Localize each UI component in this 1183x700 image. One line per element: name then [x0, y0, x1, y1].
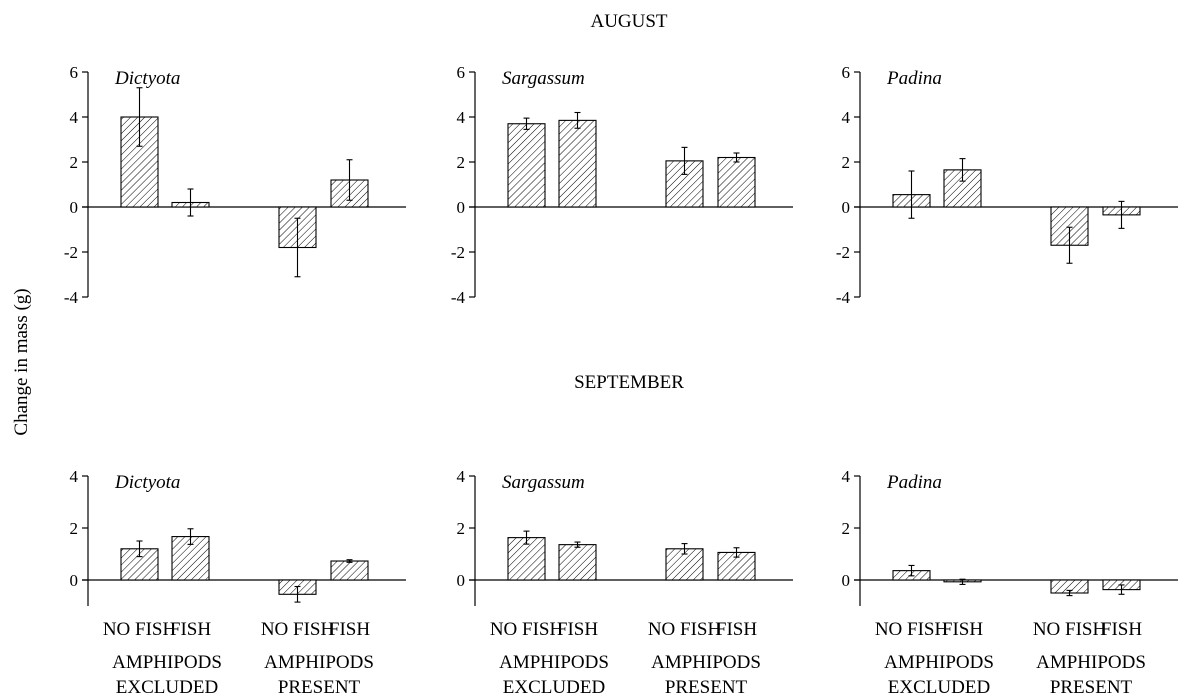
category-label: FISH [716, 619, 757, 640]
category-label: FISH [170, 619, 211, 640]
y-tick-label: 0 [842, 198, 851, 217]
y-tick-label: 0 [842, 571, 851, 590]
group-label-line1: AMPHIPODS [112, 652, 222, 673]
y-tick-label: 0 [457, 198, 466, 217]
group-label-line2: PRESENT [665, 677, 748, 698]
panel-august-padina: Padina -4 -2 0 2 4 6 [836, 63, 1178, 307]
group-label-line1: AMPHIPODS [264, 652, 374, 673]
bar [558, 119, 597, 208]
y-tick-label: 6 [842, 63, 851, 82]
category-label: NO FISH [103, 619, 177, 640]
group-label-line2: EXCLUDED [503, 677, 605, 698]
category-label: FISH [942, 619, 983, 640]
y-tick-label: 6 [457, 63, 466, 82]
panel-title: Padina [886, 472, 942, 493]
y-tick-label: -2 [64, 243, 78, 262]
y-tick-label: -4 [64, 288, 79, 307]
category-label: NO FISH [490, 619, 564, 640]
category-label: NO FISH [875, 619, 949, 640]
bar [507, 123, 546, 208]
y-tick-label: 0 [70, 198, 79, 217]
group-label-line2: PRESENT [1050, 677, 1133, 698]
y-tick-label: 4 [70, 108, 79, 127]
y-tick-label: -4 [451, 288, 466, 307]
group-label-line1: AMPHIPODS [1036, 652, 1146, 673]
panel-title: Sargassum [502, 472, 585, 493]
y-tick-label: 0 [457, 571, 466, 590]
group-label-line2: EXCLUDED [116, 677, 218, 698]
y-tick-label: 4 [842, 467, 851, 486]
group-label-line2: EXCLUDED [888, 677, 990, 698]
y-tick-label: 2 [842, 153, 851, 172]
y-tick-label: 2 [842, 519, 851, 538]
panel-title: Padina [886, 68, 942, 89]
y-tick-label: 4 [842, 108, 851, 127]
y-tick-label: -2 [836, 243, 850, 262]
group-label-line1: AMPHIPODS [651, 652, 761, 673]
bar [507, 537, 546, 581]
row-title-september: SEPTEMBER [574, 372, 684, 393]
panel-august-sargassum: Sargassum -4 -2 0 2 4 6 [451, 63, 793, 307]
y-tick-label: 4 [457, 108, 466, 127]
row-title-august: AUGUST [590, 11, 667, 32]
y-tick-label: 4 [70, 467, 79, 486]
y-tick-label: 4 [457, 467, 466, 486]
group-label-line2: PRESENT [278, 677, 361, 698]
y-tick-label: 2 [70, 519, 79, 538]
panel-title: Sargassum [502, 68, 585, 89]
panels-group: Dictyota -4 -2 0 2 4 6 Sargassum -4 -2 0 2 4 6 Padina -… [64, 63, 1178, 698]
category-label: NO FISH [1033, 619, 1107, 640]
category-label: FISH [1101, 619, 1142, 640]
bar [558, 544, 597, 581]
y-axis-label: Change in mass (g) [11, 288, 32, 435]
y-tick-label: 0 [70, 571, 79, 590]
category-label: FISH [557, 619, 598, 640]
group-label-line1: AMPHIPODS [499, 652, 609, 673]
bar [330, 560, 369, 581]
y-tick-label: -4 [836, 288, 851, 307]
category-label: NO FISH [648, 619, 722, 640]
y-tick-label: -2 [451, 243, 465, 262]
panel-title: Dictyota [114, 68, 180, 89]
group-label-line1: AMPHIPODS [884, 652, 994, 673]
category-label: NO FISH [261, 619, 335, 640]
bar [717, 156, 756, 208]
y-tick-label: 2 [457, 519, 466, 538]
panel-august-dictyota: Dictyota -4 -2 0 2 4 6 [64, 63, 406, 307]
y-tick-label: 2 [457, 153, 466, 172]
category-label: FISH [329, 619, 370, 640]
panel-title: Dictyota [114, 472, 180, 493]
y-tick-label: 2 [70, 153, 79, 172]
y-tick-label: 6 [70, 63, 79, 82]
